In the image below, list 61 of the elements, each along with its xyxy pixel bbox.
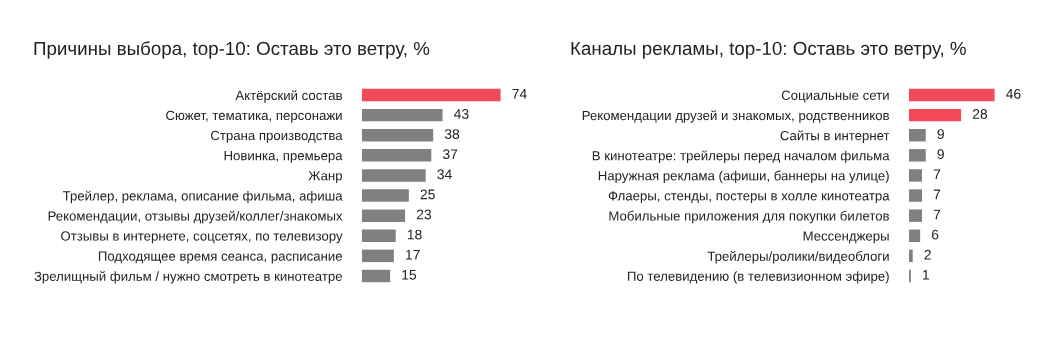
bar [909, 229, 921, 242]
bar [909, 108, 962, 122]
bar [362, 129, 434, 142]
data-label: 28 [972, 109, 988, 119]
data-label: 23 [416, 209, 432, 220]
data-label: 17 [406, 249, 420, 260]
chart-title: Причины выбора, top-10: Оставь это ветру, % [34, 41, 430, 59]
y-tick-label: Рекомендации друзей и знакомых, родственников [582, 110, 889, 123]
data-label: 7 [933, 169, 941, 180]
bar [362, 88, 501, 102]
y-tick-label: В кинотеатре: трейлеры перед началом фильма [592, 150, 890, 163]
data-label: 34 [437, 169, 452, 180]
bar [362, 108, 443, 122]
bar [909, 189, 923, 202]
bar [909, 149, 926, 162]
bar [909, 169, 923, 182]
y-tick-label: Подходящее время сеанса, расписание [98, 251, 342, 264]
data-label: 15 [402, 270, 417, 280]
bar [909, 209, 923, 222]
y-tick-label: Жанр [308, 171, 343, 183]
data-label: 9 [937, 129, 944, 139]
y-tick-label: Мессенджеры [803, 231, 889, 244]
data-label: 43 [453, 109, 469, 119]
bar [909, 88, 995, 102]
y-tick-label: Страна производства [211, 130, 343, 143]
data-label: 46 [1006, 88, 1021, 99]
data-label: 74 [512, 89, 527, 99]
y-tick-label: Сюжет, тематика, персонажи [166, 110, 342, 123]
bar [362, 189, 409, 202]
data-label: 7 [933, 189, 941, 200]
y-tick-label: Трейлер, реклама, описание фильма, афиша [62, 190, 343, 204]
y-tick-label: Сайты в интернет [780, 130, 890, 143]
y-tick-label: Наружная реклама (афиши, баннеры на улице) [598, 170, 889, 184]
y-tick-label: Мобильные приложения для покупки билетов [609, 210, 889, 224]
bar [362, 209, 406, 222]
bar [362, 229, 396, 242]
bar [362, 149, 432, 162]
data-label: 25 [420, 189, 435, 200]
bar [909, 129, 926, 142]
data-label: 6 [931, 229, 939, 240]
y-tick-label: Социальные сети [781, 90, 889, 103]
data-label: 2 [924, 249, 931, 260]
data-label: 18 [407, 229, 422, 240]
data-label: 9 [937, 149, 944, 160]
y-tick-label: Актёрский состав [235, 90, 342, 103]
data-label: 1 [923, 270, 930, 280]
bar [909, 249, 913, 263]
data-label: 7 [933, 209, 941, 220]
chart-title: Каналы рекламы, top-10: Оставь это ветру, % [571, 41, 966, 59]
y-tick-label: Трейлеры/ролики/видеоблоги [707, 250, 889, 264]
y-tick-label: Новинка, премьера [224, 151, 343, 163]
data-label: 38 [444, 129, 460, 139]
y-tick-label: По телевидению (в телевизионном эфире) [627, 271, 889, 284]
y-tick-label: Зрелищный фильм / нужно смотреть в кинотеатре [34, 271, 342, 284]
data-label: 37 [442, 149, 458, 160]
y-tick-label: Рекомендации, отзывы друзей/коллег/знакомых [48, 210, 343, 224]
y-tick-label: Флаеры, стенды, постеры в холле кинотеатра [608, 191, 890, 204]
bar [362, 269, 391, 283]
y-tick-label: Отзывы в интернете, соцсетях, по телевизору [61, 231, 343, 244]
bar [362, 249, 394, 263]
bar [362, 169, 426, 182]
